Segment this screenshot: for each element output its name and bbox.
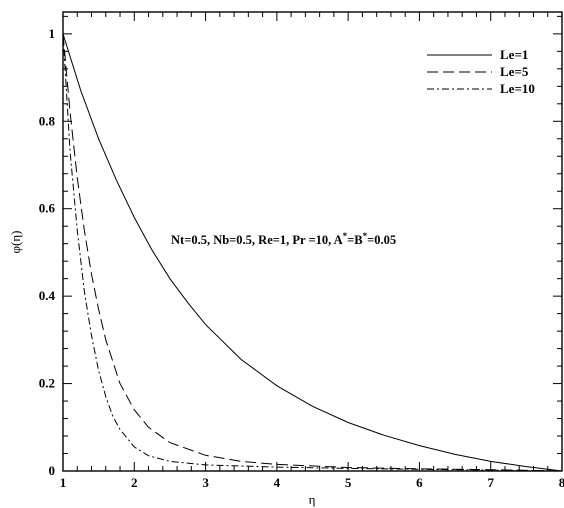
tick-labels-layer: 1 2 3 4 5 6 7 8 0 0.2 0.4 0.6 0.8 1 — [39, 26, 564, 490]
y-tick-label: 0.2 — [39, 376, 55, 391]
x-tick-label: 1 — [60, 475, 67, 490]
y-tick-label: 0.4 — [39, 288, 56, 303]
x-tick-label: 2 — [131, 475, 138, 490]
legend-label-1: Le=1 — [500, 47, 528, 62]
x-tick-label: 5 — [345, 475, 352, 490]
series-line-2 — [62, 33, 563, 472]
series-line-3 — [62, 33, 563, 472]
x-tick-label: 3 — [202, 475, 209, 490]
chart-annotation: Nt=0.5, Nb=0.5, Re=1, Pr =10, A*=B*=0.05 — [171, 231, 396, 247]
y-tick-label: 0.6 — [39, 201, 56, 216]
plot-frame — [62, 11, 563, 472]
x-tick-label: 8 — [559, 475, 564, 490]
annotation-suffix: =0.05 — [367, 233, 396, 247]
x-tick-label: 4 — [274, 475, 281, 490]
series-line-1 — [62, 33, 563, 472]
series-layer — [62, 33, 563, 472]
y-tick-label: 0.8 — [39, 113, 56, 128]
legend-label-2: Le=5 — [500, 64, 529, 79]
annotation-prefix: Nt=0.5, Nb=0.5, Re=1, Pr =10, A — [171, 233, 343, 247]
ticks-layer — [62, 12, 563, 472]
annotation-sup-2: * — [363, 231, 368, 241]
annotation-middle: =B — [347, 233, 362, 247]
legend: Le=1 Le=5 Le=10 — [427, 47, 535, 96]
y-axis-title: φ(η) — [8, 231, 23, 254]
x-axis-title: η — [309, 492, 316, 507]
annotation-sup-1: * — [343, 231, 348, 241]
y-tick-label: 1 — [49, 26, 56, 41]
x-tick-label: 7 — [487, 475, 494, 490]
legend-label-3: Le=10 — [500, 81, 535, 96]
y-tick-label: 0 — [49, 463, 56, 478]
x-tick-label: 6 — [416, 475, 423, 490]
